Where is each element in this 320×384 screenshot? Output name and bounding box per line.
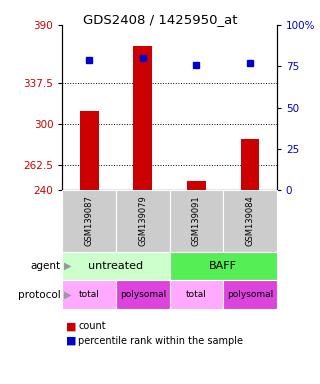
Bar (187, 181, 206, 190)
Text: GDS2408 / 1425950_at: GDS2408 / 1425950_at (83, 13, 237, 26)
Text: percentile rank within the sample: percentile rank within the sample (78, 336, 244, 346)
Bar (241, 139, 260, 190)
Text: polysomal: polysomal (120, 290, 166, 299)
Bar (80, 111, 99, 190)
Text: protocol: protocol (18, 290, 61, 300)
Text: GSM139087: GSM139087 (85, 195, 94, 246)
Bar (133, 46, 152, 190)
Text: ▶: ▶ (64, 261, 71, 271)
Text: ■: ■ (66, 321, 76, 331)
Text: count: count (78, 321, 106, 331)
Text: agent: agent (31, 261, 61, 271)
Text: ■: ■ (66, 336, 76, 346)
Text: GSM139091: GSM139091 (192, 195, 201, 246)
Text: total: total (79, 290, 100, 299)
Text: GSM139084: GSM139084 (245, 195, 254, 246)
Text: GSM139079: GSM139079 (138, 195, 147, 246)
Text: untreated: untreated (88, 261, 144, 271)
Text: polysomal: polysomal (227, 290, 273, 299)
Text: ▶: ▶ (64, 290, 71, 300)
Text: BAFF: BAFF (209, 261, 237, 271)
Text: total: total (186, 290, 207, 299)
